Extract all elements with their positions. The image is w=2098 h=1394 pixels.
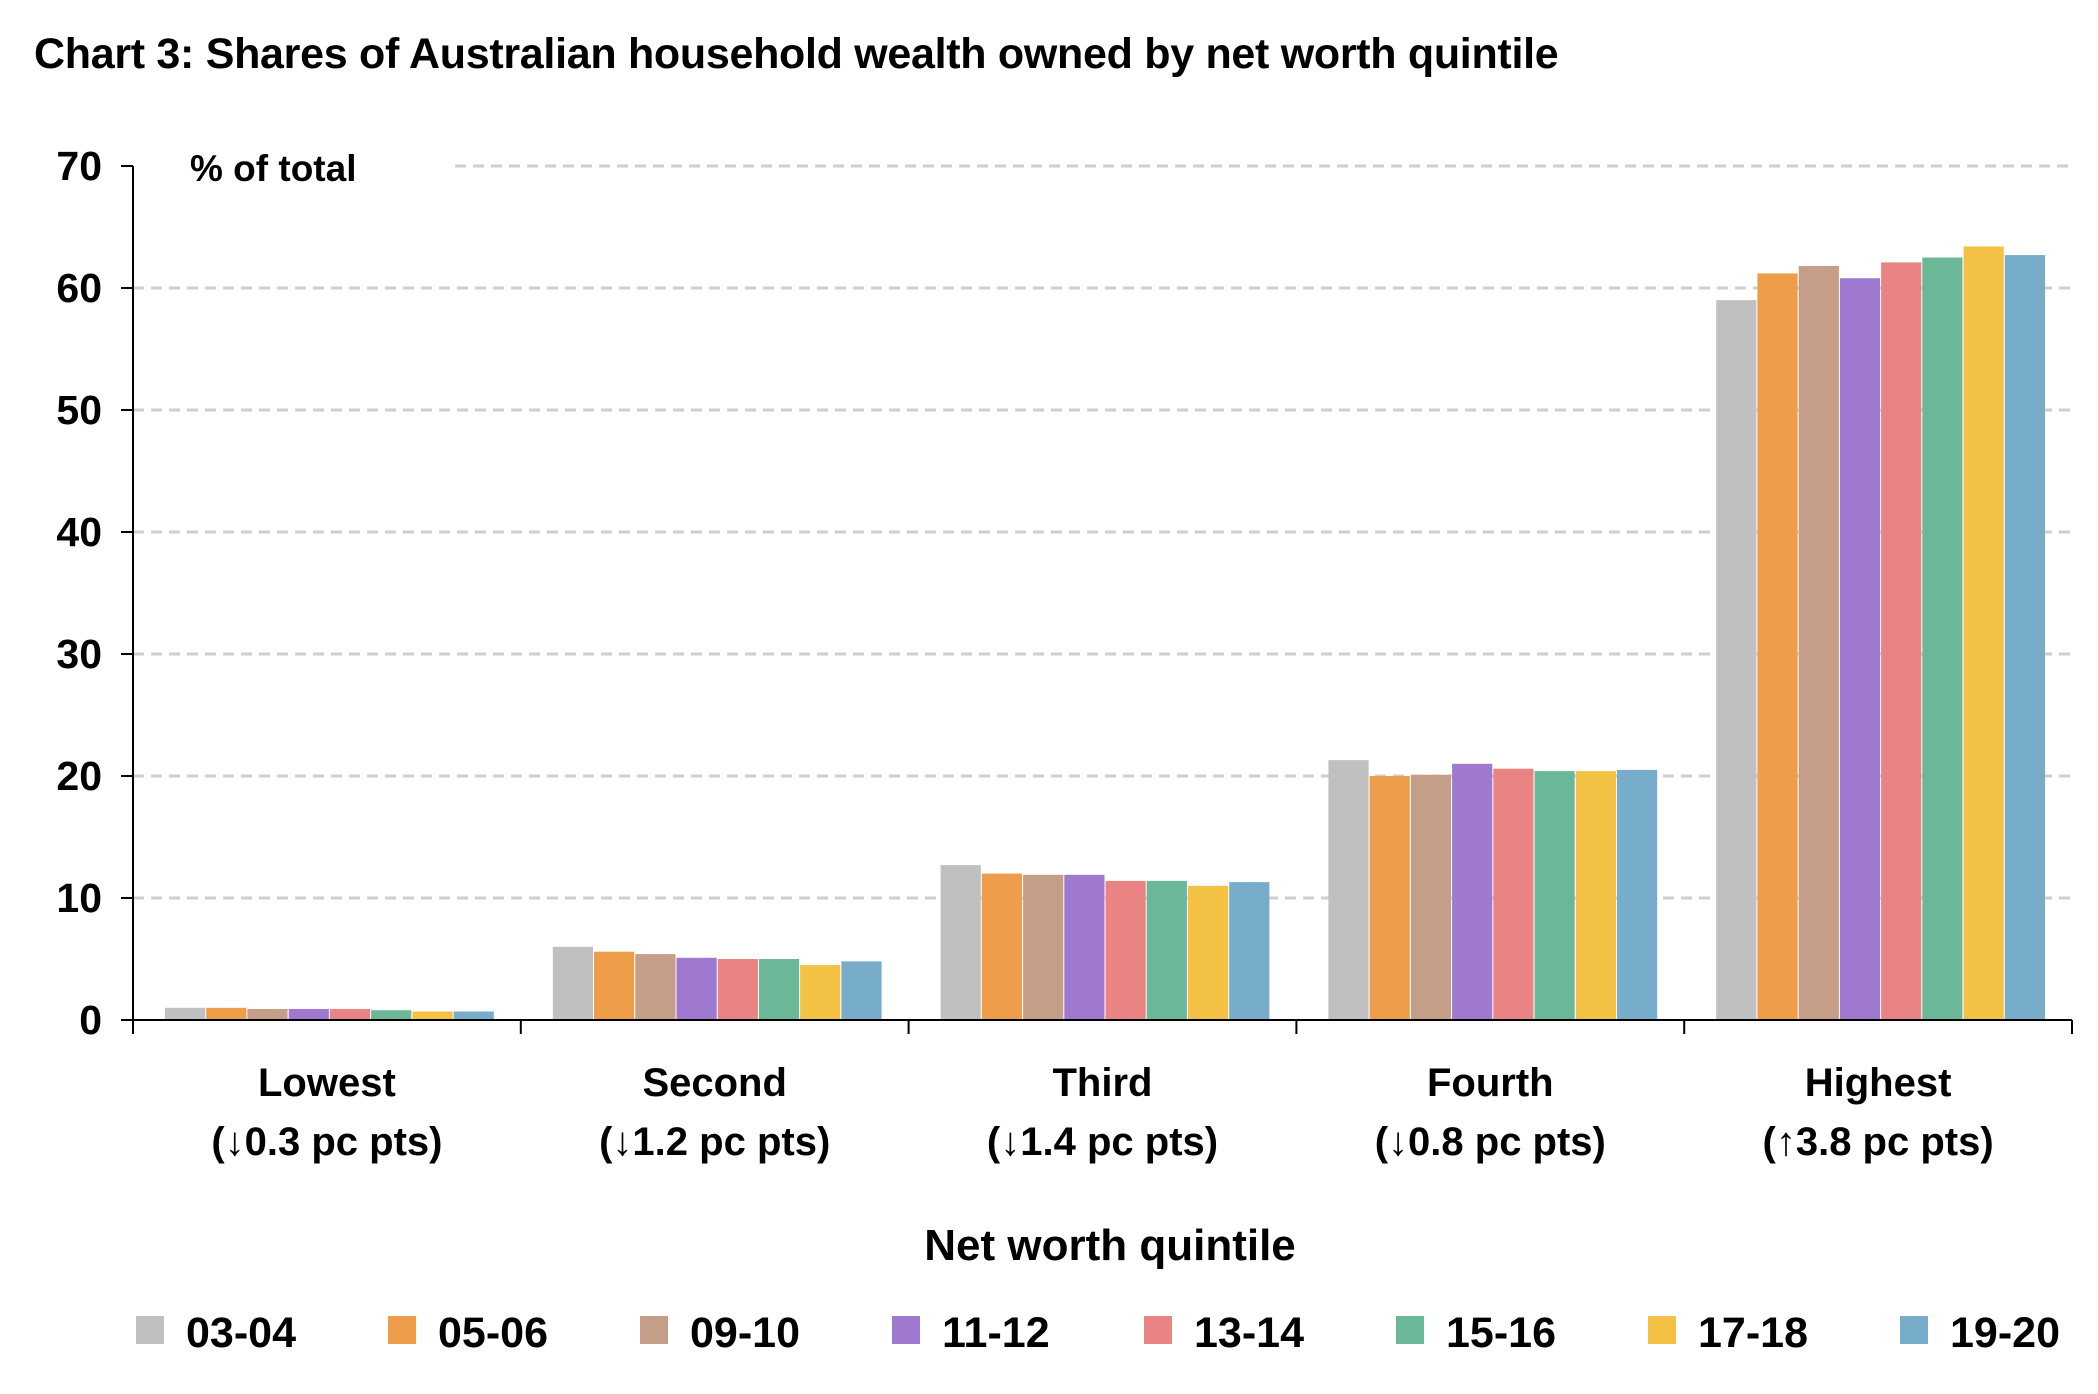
bar-09-10-second [635, 954, 676, 1020]
legend-label: 15-16 [1446, 1309, 1556, 1357]
legend-swatch [1900, 1316, 1928, 1344]
y-tick-label: 70 [56, 143, 102, 189]
bar-13-14-third [1105, 880, 1146, 1020]
bar-03-04-highest [1716, 300, 1757, 1020]
bar-17-18-second [800, 965, 841, 1020]
legend: 03-04 05-06 09-10 11-12 13-14 15-16 17-18 19-20 [136, 1309, 2060, 1357]
y-tick-label: 0 [79, 997, 102, 1043]
y-tick-label: 20 [56, 753, 102, 799]
legend-swatch [388, 1316, 416, 1344]
bar-17-18-third [1188, 885, 1229, 1020]
bar-05-06-second [594, 951, 635, 1020]
bar-09-10-highest [1798, 266, 1839, 1020]
x-tick-sublabel: (↓1.2 pc pts) [599, 1120, 830, 1164]
bar-15-16-third [1146, 880, 1187, 1020]
legend-label: 17-18 [1698, 1309, 1808, 1357]
bar-19-20-third [1229, 882, 1270, 1020]
bar-05-06-fourth [1369, 776, 1410, 1020]
legend-swatch [1144, 1316, 1172, 1344]
x-tick-sublabel: (↓0.3 pc pts) [211, 1120, 442, 1164]
bar-03-04-fourth [1328, 760, 1369, 1020]
bar-11-12-lowest [288, 1009, 329, 1020]
bar-11-12-fourth [1452, 763, 1493, 1020]
x-tick-sublabel: (↓1.4 pc pts) [987, 1120, 1218, 1164]
bar-05-06-third [981, 873, 1022, 1020]
y-tick-label: 10 [56, 875, 102, 921]
bar-13-14-second [717, 959, 758, 1020]
bar-17-18-lowest [412, 1011, 453, 1020]
y-unit-label: % of total [190, 148, 356, 189]
legend-swatch [1396, 1316, 1424, 1344]
bar-11-12-highest [1839, 278, 1881, 1020]
legend-label: 19-20 [1950, 1309, 2060, 1357]
bar-11-12-third [1064, 874, 1105, 1020]
x-tick-sublabel: (↑3.8 pc pts) [1763, 1120, 1994, 1164]
bars [165, 246, 2045, 1021]
bar-19-20-highest [2004, 255, 2045, 1021]
bar-09-10-lowest [247, 1009, 288, 1020]
bar-05-06-lowest [206, 1007, 247, 1020]
legend-label: 05-06 [438, 1309, 548, 1357]
bar-03-04-second [552, 946, 593, 1020]
legend-label: 13-14 [1194, 1309, 1304, 1357]
bar-15-16-highest [1922, 257, 1963, 1020]
y-tick-label: 50 [56, 387, 102, 433]
legend-swatch [136, 1316, 164, 1344]
x-tick-label: Second [642, 1061, 786, 1105]
x-tick-label: Fourth [1427, 1061, 1554, 1105]
x-tick-label: Lowest [258, 1061, 396, 1105]
x-axis: Lowest (↓0.3 pc pts) Second (↓1.2 pc pts) Th… [132, 1019, 2073, 1270]
bar-13-14-lowest [329, 1009, 371, 1020]
bar-03-04-lowest [165, 1007, 206, 1020]
legend-swatch [892, 1316, 920, 1344]
y-tick-label: 30 [56, 631, 102, 677]
bar-09-10-third [1023, 874, 1064, 1020]
bar-15-16-fourth [1534, 771, 1575, 1020]
bar-19-20-fourth [1617, 769, 1658, 1020]
bar-13-14-highest [1881, 262, 1922, 1020]
bar-13-14-fourth [1493, 768, 1534, 1020]
bar-05-06-highest [1757, 273, 1798, 1020]
bar-15-16-lowest [371, 1010, 412, 1020]
bar-19-20-lowest [453, 1011, 494, 1020]
y-tick-label: 40 [56, 509, 102, 555]
legend-label: 11-12 [942, 1309, 1050, 1357]
x-tick-label: Highest [1805, 1061, 1952, 1105]
x-axis-title: Net worth quintile [924, 1221, 1296, 1270]
x-tick-sublabel: (↓0.8 pc pts) [1375, 1120, 1606, 1164]
bar-17-18-fourth [1575, 771, 1616, 1020]
bar-15-16-second [758, 959, 800, 1020]
bar-09-10-fourth [1410, 774, 1452, 1020]
legend-label: 09-10 [690, 1309, 800, 1357]
legend-swatch [640, 1316, 668, 1344]
bar-19-20-second [841, 961, 882, 1020]
legend-swatch [1648, 1316, 1676, 1344]
legend-label: 03-04 [186, 1309, 296, 1357]
y-tick-label: 60 [56, 265, 102, 311]
bar-03-04-third [940, 865, 981, 1020]
x-tick-label: Third [1053, 1061, 1153, 1105]
bar-11-12-second [676, 957, 717, 1020]
y-axis: 0 10 20 30 40 50 60 70 % of total [56, 143, 356, 1043]
chart-title: Chart 3: Shares of Australian household … [34, 30, 1559, 78]
bar-17-18-highest [1963, 246, 2004, 1020]
